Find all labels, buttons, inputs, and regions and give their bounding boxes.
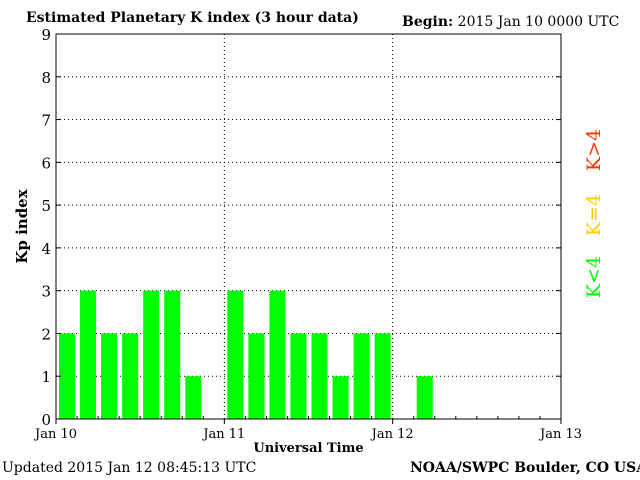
begin-value: 2015 Jan 10 0000 UTC [457,14,620,30]
kp-bar [164,290,181,419]
kp-bar [416,376,433,419]
kp-bar [290,333,307,419]
begin-label: Begin: [402,14,454,30]
legend: K>4 K=4 K<4 [583,129,605,298]
kp-bar [353,333,370,419]
axes: 0 1 2 3 4 5 6 7 8 9 Jan 10 Jan 11 Jan 12 Jan 13 Univer… [13,26,582,456]
kp-bar [332,376,349,419]
credit-text: NOAA/SWPC Boulder, CO USA [410,460,640,476]
kp-bar [248,333,265,419]
kp-bar [269,290,286,419]
y-tick-label: 4 [41,240,51,258]
updated-timestamp: Updated 2015 Jan 12 08:45:13 UTC [2,460,257,476]
y-tick-label: 2 [41,325,51,343]
kp-bar [80,290,97,419]
x-tick-label: Jan 11 [201,427,245,442]
legend-label: K>4 [583,129,605,171]
x-axis-title: Universal Time [253,441,363,456]
legend-label: K=4 [583,194,605,236]
y-tick-label: 6 [41,154,51,172]
x-tick-label: Jan 13 [538,427,582,442]
y-tick-label: 5 [41,197,51,215]
bars [59,290,433,419]
kp-bar [311,333,328,419]
x-tick-label: Jan 12 [370,427,414,442]
kp-bar [59,333,76,419]
kp-bar [227,290,244,419]
begin-timestamp: Begin: 2015 Jan 10 0000 UTC [402,14,619,30]
chart-title: Estimated Planetary K index (3 hour data… [26,10,359,26]
y-axis-title: Kp index [13,188,31,263]
y-tick-label: 7 [41,112,51,130]
kp-bar [143,290,160,419]
kp-bar [122,333,139,419]
x-tick-label: Jan 10 [33,427,77,442]
y-tick-label: 1 [41,368,51,386]
kp-bar [185,376,202,419]
legend-label: K<4 [583,256,605,298]
y-tick-label: 9 [41,26,51,44]
y-tick-label: 8 [41,69,51,87]
kp-bar [101,333,118,419]
grid [56,34,561,419]
y-tick-label: 0 [41,411,51,429]
kp-bar [374,333,391,419]
y-tick-label: 3 [41,283,51,301]
